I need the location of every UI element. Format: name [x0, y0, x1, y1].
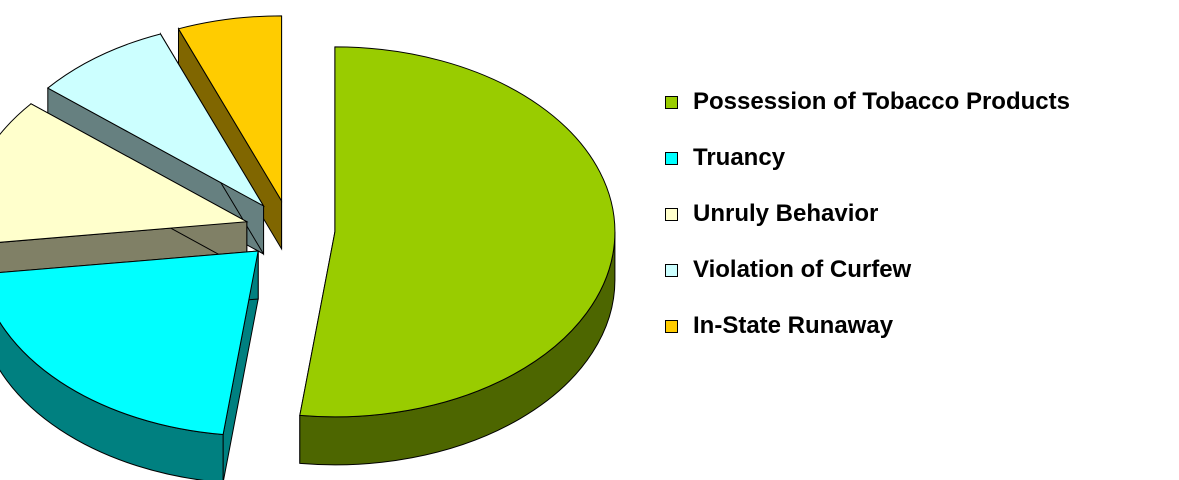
legend-label-in-state-runaway: In-State Runaway — [693, 312, 894, 339]
legend-label-unruly-behavior: Unruly Behavior — [693, 200, 879, 227]
legend-item-violation-of-curfew: Violation of Curfew — [665, 242, 1070, 298]
pie-chart — [0, 15, 616, 480]
legend-swatch-in-state-runaway — [665, 319, 678, 333]
pie-slice-possession-of-tobacco-products — [299, 46, 616, 466]
legend-swatch-violation-of-curfew — [665, 263, 678, 277]
legend-label-possession-of-tobacco-products: Possession of Tobacco Products — [693, 88, 1070, 115]
legend-swatch-unruly-behavior — [665, 207, 678, 221]
legend: Possession of Tobacco Products Truancy U… — [665, 74, 1070, 354]
legend-label-truancy: Truancy — [693, 144, 786, 171]
legend-item-truancy: Truancy — [665, 130, 1070, 186]
legend-swatch-possession-of-tobacco-products — [665, 95, 678, 109]
legend-item-possession-of-tobacco-products: Possession of Tobacco Products — [665, 74, 1070, 130]
legend-label-violation-of-curfew: Violation of Curfew — [693, 256, 912, 283]
pie-slice-truancy — [0, 250, 259, 480]
legend-swatch-truancy — [665, 151, 678, 165]
legend-item-in-state-runaway: In-State Runaway — [665, 298, 1070, 354]
legend-item-unruly-behavior: Unruly Behavior — [665, 186, 1070, 242]
